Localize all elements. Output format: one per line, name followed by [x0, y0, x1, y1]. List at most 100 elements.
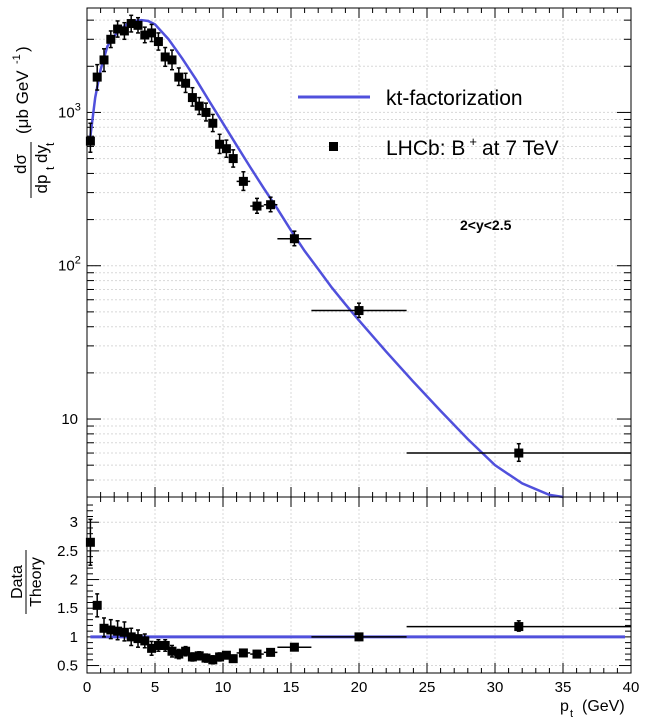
svg-text:-1: -1: [11, 54, 23, 64]
data-point-marker: [119, 26, 129, 36]
svg-text:Theory: Theory: [28, 557, 45, 607]
ratio-point-marker: [113, 626, 123, 636]
ratio-point-marker: [266, 647, 276, 657]
svg-text:(GeV): (GeV): [582, 698, 625, 715]
ratio-y-tick-labels: 0.5 1 1.5 2 2.5 3: [57, 514, 78, 674]
ratio-point-marker: [126, 632, 136, 642]
ratio-point-marker: [194, 651, 204, 661]
data-point-marker: [181, 78, 191, 88]
svg-text:): ): [13, 46, 32, 52]
ratio-point-marker: [99, 623, 109, 633]
data-point-marker: [252, 201, 262, 211]
data-point-marker: [92, 72, 102, 82]
svg-text:dσ: dσ: [11, 154, 30, 174]
data-point-marker: [167, 55, 177, 65]
ratio-y-tick-label: 0.5: [57, 658, 78, 675]
x-tick-label: 40: [623, 679, 640, 696]
x-tick-label: 25: [419, 679, 436, 696]
x-axis-title: p t (GeV): [560, 698, 625, 720]
main-ticks: [86, 8, 632, 497]
ratio-panel-frame: [86, 496, 632, 674]
data-point-marker: [147, 28, 157, 38]
data-points-group: [85, 14, 631, 463]
ratio-y-tick-label: 3: [70, 514, 78, 531]
data-point-marker: [106, 34, 116, 44]
data-point-marker: [221, 144, 231, 154]
ratio-point-marker: [514, 622, 524, 632]
ratio-point-marker: [147, 643, 157, 653]
data-point-marker: [208, 118, 218, 128]
main-y-tick-labels: 10 102 103: [58, 101, 81, 428]
data-point-marker: [187, 93, 197, 103]
ratio-point-marker: [289, 642, 299, 652]
svg-text:t: t: [570, 708, 573, 720]
svg-text:dp: dp: [32, 175, 51, 194]
ratio-point-marker: [252, 649, 262, 659]
data-point-marker: [201, 107, 211, 117]
ratio-point-marker: [140, 636, 150, 646]
x-tick-label: 0: [83, 679, 91, 696]
ratio-point-marker: [160, 640, 170, 650]
ratio-point-marker: [208, 655, 218, 665]
ratio-point-marker: [92, 600, 102, 610]
x-tick-labels: 0 5 10 15 20 25 30 35 40: [83, 679, 640, 696]
data-point-marker: [85, 136, 95, 146]
main-y-tick-label: 103: [58, 101, 81, 121]
svg-text:(μb GeV: (μb GeV: [13, 70, 32, 134]
ratio-point-marker: [228, 654, 238, 664]
ratio-point-marker: [119, 627, 129, 637]
x-tick-label: 5: [151, 679, 159, 696]
svg-text:dy: dy: [32, 145, 51, 163]
data-point-marker: [215, 139, 225, 149]
main-grid: [86, 8, 632, 497]
x-tick-label: 35: [555, 679, 572, 696]
ratio-point-marker: [238, 648, 248, 658]
ratio-point-marker: [187, 652, 197, 662]
x-tick-label: 30: [487, 679, 504, 696]
ratio-y-axis-title: Data Theory: [9, 550, 45, 614]
data-point-marker: [194, 101, 204, 111]
ratio-point-marker: [221, 650, 231, 660]
legend-data-label: LHCb: B + at 7 TeV: [386, 134, 559, 160]
data-point-marker: [266, 200, 276, 210]
ratio-point-marker: [85, 537, 95, 547]
svg-text:t: t: [43, 166, 57, 170]
ratio-point-marker: [181, 646, 191, 656]
svg-text:Data: Data: [9, 565, 26, 599]
ratio-point-marker: [167, 646, 177, 656]
data-point-marker: [153, 37, 163, 47]
main-y-tick-label: 102: [58, 255, 81, 275]
legend: kt-factorization LHCb: B + at 7 TeV: [298, 87, 559, 160]
data-point-marker: [126, 19, 136, 29]
data-point-marker: [354, 306, 364, 316]
ratio-point-marker: [153, 640, 163, 650]
data-point-marker: [174, 72, 184, 82]
ratio-point-marker: [133, 634, 143, 644]
data-point-marker: [238, 176, 248, 186]
legend-theory-label: kt-factorization: [386, 87, 523, 110]
legend-data-marker: [329, 142, 338, 151]
main-y-axis-title: dσ dp t dy t (μb GeV -1 ): [11, 46, 57, 198]
data-point-marker: [113, 24, 123, 34]
ratio-points-group: [85, 518, 631, 665]
ratio-point-marker: [106, 625, 116, 635]
x-tick-label: 20: [351, 679, 368, 696]
data-point-marker: [228, 154, 238, 164]
rapidity-annotation: 2<y<2.5: [460, 217, 512, 233]
x-tick-label: 15: [283, 679, 300, 696]
data-point-marker: [140, 30, 150, 40]
ratio-point-marker: [215, 652, 225, 662]
data-point-marker: [99, 55, 109, 65]
ratio-point-marker: [354, 632, 364, 642]
ratio-point-marker: [174, 649, 184, 659]
svg-text:t: t: [43, 142, 57, 146]
main-y-tick-label: 10: [61, 411, 78, 428]
ratio-y-tick-label: 2.5: [57, 543, 78, 560]
ratio-point-marker: [201, 653, 211, 663]
svg-text:p: p: [560, 698, 569, 715]
data-point-marker: [133, 20, 143, 30]
x-tick-label: 10: [215, 679, 232, 696]
ratio-y-tick-label: 2: [70, 572, 78, 589]
data-point-marker: [514, 448, 524, 458]
